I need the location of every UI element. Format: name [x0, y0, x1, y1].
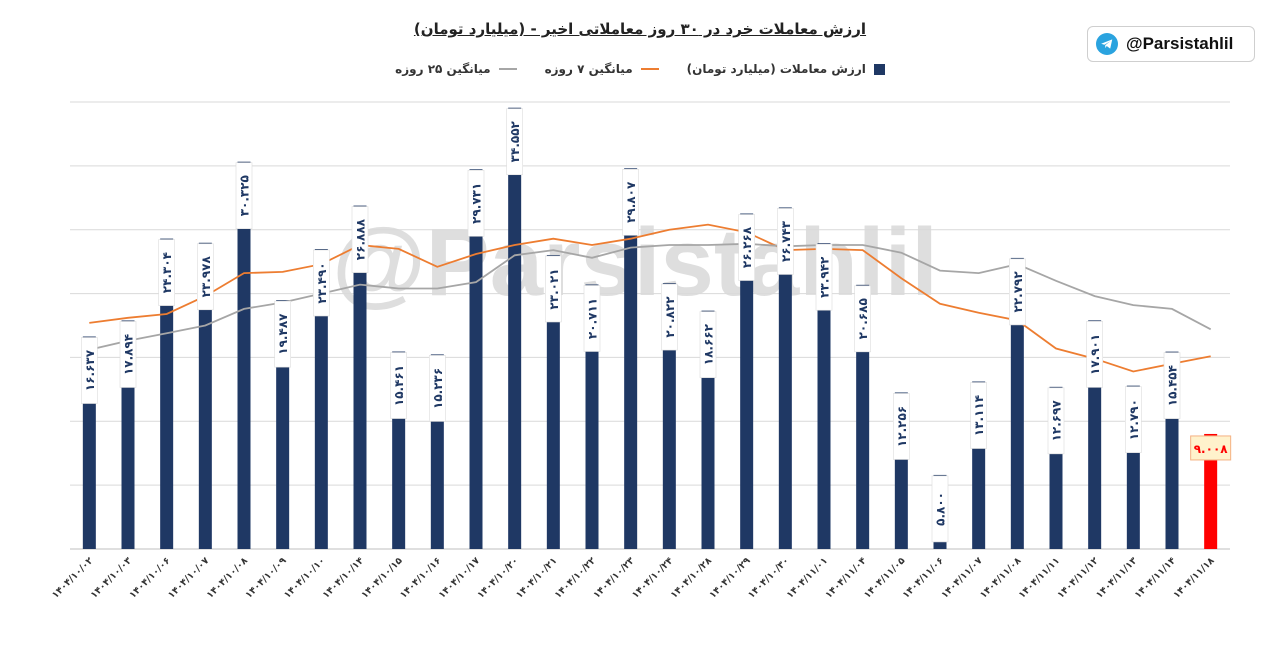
data-label-box: ۱۲.۲۵۶ — [893, 393, 910, 460]
data-label-box: ۱۲.۷۹۰ — [1125, 386, 1142, 453]
data-label: ۲۳.۴۹۰ — [315, 262, 329, 303]
data-label: ۲۲.۷۹۲ — [1011, 271, 1025, 313]
data-label-box: ۱۷.۸۹۴ — [119, 321, 137, 388]
data-label-box: ۱۶.۶۳۷ — [81, 337, 98, 404]
data-label-box: ۹.۰۰۸ — [1190, 435, 1232, 461]
data-label: ۱۸.۶۶۲ — [702, 323, 716, 365]
data-label: ۲۶.۷۴۳ — [779, 220, 793, 262]
bar-series — [82, 107, 1218, 550]
bar — [740, 213, 754, 549]
data-label-box: ۳۴.۵۵۲ — [506, 108, 523, 176]
data-label: ۱۹.۴۸۷ — [276, 313, 290, 355]
bar — [469, 169, 483, 549]
data-label-box: ۲۳.۴۹۰ — [313, 249, 330, 317]
bar — [314, 248, 328, 549]
data-label-box: ۲۳.۹۷۸ — [197, 243, 214, 311]
bar — [237, 161, 251, 549]
data-label: ۲۴.۳۰۴ — [160, 252, 174, 293]
data-label: ۲۳.۹۷۸ — [199, 256, 213, 298]
data-label: ۲۹.۸۰۷ — [624, 181, 638, 223]
data-labels: ۱۶.۶۳۷ ۱۷.۸۹۴ ۲۴.۳۰۴ ۲۳.۹۷۸ ۳۰.۳۲۵ ۱۹.۴۸۷ ۲۳.۴… — [81, 108, 1232, 543]
data-label: ۱۶.۶۳۷ — [83, 349, 97, 391]
legend-item-ma25: میانگین ۲۵ روزه — [395, 62, 517, 76]
data-label: ۲۶.۲۶۸ — [740, 226, 754, 268]
bar — [778, 207, 792, 550]
telegram-badge[interactable]: @Parsistahlil — [1087, 26, 1255, 62]
data-label-box: ۲۶.۲۶۸ — [738, 214, 755, 281]
bar — [1010, 257, 1024, 549]
data-label-box: ۲۴.۳۰۴ — [158, 239, 175, 306]
bar — [624, 168, 638, 549]
telegram-icon — [1096, 33, 1118, 55]
data-label-box: ۳۰.۳۲۵ — [235, 162, 253, 230]
data-label-box: ۲۹.۷۳۱ — [467, 169, 485, 237]
data-label-box: ۱۲.۶۹۷ — [1047, 387, 1065, 455]
data-label-box: ۱۹.۴۸۷ — [274, 300, 291, 368]
bar — [198, 242, 212, 549]
chart-title: ارزش معاملات خرد در ۳۰ روز معاملاتی اخیر… — [413, 20, 867, 38]
data-label: ۱۲.۲۵۶ — [895, 406, 909, 447]
data-label-box: ۱۵.۴۵۴ — [1163, 352, 1181, 419]
legend: ارزش معاملات (میلیارد تومان) میانگین ۷ ر… — [0, 62, 1280, 76]
bar — [1204, 433, 1218, 549]
bar — [160, 238, 174, 549]
data-label-box: ۱۳.۱۱۴ — [970, 382, 987, 449]
legend-swatch-bars — [873, 63, 885, 75]
data-label: ۱۳.۱۱۴ — [972, 395, 986, 436]
data-label-box: ۲۰.۷۱۱ — [583, 285, 601, 352]
data-label-box: ۲۰.۸۲۲ — [661, 283, 678, 351]
data-label: ۲۰.۶۸۵ — [856, 298, 870, 339]
data-label-box: ۲۳.۹۴۲ — [815, 243, 833, 311]
data-label-box: ۲۶.۸۸۸ — [351, 206, 369, 273]
data-label: ۱۵.۲۳۶ — [431, 368, 445, 409]
data-label: ۹.۰۰۸ — [1194, 442, 1229, 456]
data-label: ۳۴.۵۵۲ — [508, 120, 522, 162]
data-label: ۱۵.۴۶۱ — [392, 365, 406, 406]
telegram-handle: @Parsistahlil — [1126, 34, 1234, 53]
bar — [817, 243, 831, 550]
data-label: ۲۹.۷۳۱ — [470, 183, 484, 224]
data-label: ۲۰.۷۱۱ — [586, 298, 600, 339]
data-label-box: ۱۵.۴۶۱ — [390, 352, 407, 419]
bar — [353, 205, 367, 550]
data-label: ۱۲.۷۹۰ — [1127, 399, 1141, 440]
data-label: ۲۶.۸۸۸ — [354, 218, 368, 260]
legend-swatch-ma7 — [640, 68, 659, 70]
data-label: ۱۷.۸۹۴ — [122, 334, 136, 375]
data-label: ۱۵.۴۵۴ — [1166, 365, 1180, 406]
bar — [508, 107, 522, 549]
data-label-box: ۵.۸۰۰ — [931, 475, 949, 543]
data-label-box: ۲۳.۰۲۱ — [545, 255, 562, 323]
legend-item-bars: ارزش معاملات (میلیارد تومان) — [687, 62, 885, 76]
data-label-box: ۱۵.۲۳۶ — [429, 355, 446, 422]
legend-label-ma7: میانگین ۷ روزه — [544, 62, 633, 76]
legend-label-bars: ارزش معاملات (میلیارد تومان) — [686, 62, 866, 76]
data-label-box: ۱۷.۹۰۱ — [1086, 321, 1103, 388]
legend-label-ma25: میانگین ۲۵ روزه — [395, 62, 491, 76]
legend-swatch-ma25 — [498, 68, 517, 70]
data-label: ۲۳.۰۲۱ — [547, 268, 561, 309]
legend-item-ma7: میانگین ۷ روزه — [545, 62, 659, 76]
data-label-box: ۲۹.۸۰۷ — [622, 169, 639, 236]
data-label: ۱۷.۹۰۱ — [1088, 334, 1102, 375]
data-label: ۲۰.۸۲۲ — [663, 296, 677, 338]
data-label-box: ۱۸.۶۶۲ — [699, 311, 717, 378]
x-tick-label: ۱۴۰۴/۱۱/۱۸ — [1171, 555, 1217, 601]
data-label: ۵.۸۰۰ — [934, 492, 948, 526]
data-label-box: ۲۰.۶۸۵ — [854, 285, 871, 353]
data-label-box: ۲۶.۷۴۳ — [777, 208, 794, 275]
data-label-box: ۲۲.۷۹۲ — [1009, 258, 1026, 326]
gridlines — [70, 101, 1230, 550]
data-label: ۲۳.۹۴۲ — [818, 256, 832, 298]
bar — [546, 254, 560, 549]
data-label: ۳۰.۳۲۵ — [238, 175, 252, 216]
data-label: ۱۲.۶۹۷ — [1050, 400, 1064, 442]
x-axis: ۱۴۰۴/۱۰/۰۲۱۴۰۴/۱۰/۰۳۱۴۰۴/۱۰/۰۶۱۴۰۴/۱۰/۰۷… — [50, 555, 1217, 601]
